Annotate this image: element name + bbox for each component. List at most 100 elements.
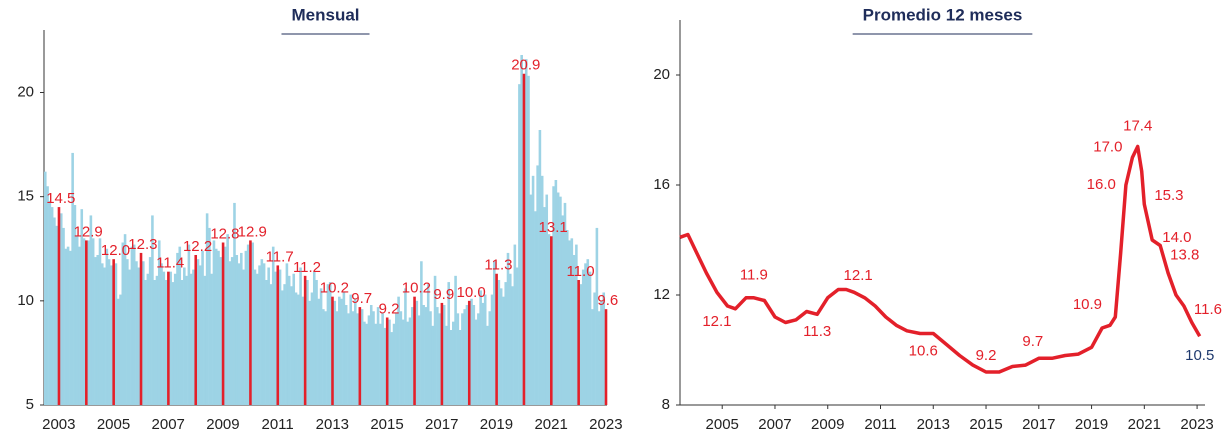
bar bbox=[335, 311, 339, 405]
bar bbox=[281, 290, 284, 405]
x-tick-label: 2007 bbox=[152, 416, 185, 433]
bar bbox=[568, 240, 571, 405]
bar bbox=[235, 255, 239, 405]
bar bbox=[322, 309, 325, 405]
bar bbox=[85, 240, 88, 405]
bar bbox=[467, 300, 471, 405]
bar bbox=[71, 152, 74, 405]
bar bbox=[201, 250, 204, 405]
bar bbox=[255, 273, 259, 405]
bar bbox=[486, 325, 489, 405]
bar bbox=[148, 257, 152, 405]
bar bbox=[356, 313, 359, 405]
bar bbox=[82, 238, 86, 405]
bar bbox=[597, 311, 601, 405]
x-tick-label: 2009 bbox=[206, 416, 239, 433]
bar bbox=[392, 323, 396, 405]
bar bbox=[157, 240, 161, 405]
bar bbox=[538, 130, 542, 405]
bar bbox=[137, 267, 141, 405]
x-tick-label: 2011 bbox=[864, 416, 896, 433]
bar bbox=[452, 321, 455, 405]
bar bbox=[44, 171, 47, 405]
bar bbox=[224, 246, 227, 405]
bar bbox=[212, 240, 216, 405]
bar bbox=[465, 305, 469, 405]
bar bbox=[410, 307, 414, 405]
bar bbox=[135, 261, 138, 405]
x-tick-label: 2023 bbox=[1180, 416, 1213, 433]
bar bbox=[173, 273, 177, 405]
x-tick-label: 2023 bbox=[589, 416, 622, 433]
bar bbox=[230, 257, 234, 405]
y-tick-label: 5 bbox=[26, 396, 34, 413]
bar bbox=[303, 275, 307, 405]
bar bbox=[55, 225, 58, 405]
bar bbox=[297, 294, 300, 405]
data-label: 20.9 bbox=[511, 57, 540, 74]
bar bbox=[214, 248, 218, 405]
bar bbox=[283, 284, 286, 405]
bar bbox=[363, 321, 366, 405]
bar bbox=[490, 294, 494, 405]
data-label: 14.5 bbox=[46, 190, 75, 207]
bar bbox=[502, 296, 505, 405]
data-label: 11.7 bbox=[266, 248, 294, 265]
bar bbox=[454, 275, 457, 405]
bar bbox=[132, 244, 136, 405]
x-tick-label: 2005 bbox=[706, 416, 739, 433]
bar bbox=[73, 205, 77, 405]
bar bbox=[499, 288, 503, 405]
bar bbox=[388, 319, 391, 405]
bar bbox=[545, 194, 549, 405]
bar bbox=[94, 257, 97, 405]
bar bbox=[408, 317, 412, 405]
bar bbox=[442, 305, 446, 405]
bar bbox=[139, 252, 143, 405]
bar bbox=[210, 273, 213, 405]
bar bbox=[472, 305, 476, 405]
bar bbox=[518, 84, 521, 406]
bar bbox=[167, 271, 170, 405]
bar bbox=[333, 300, 337, 405]
bar bbox=[527, 75, 530, 405]
x-tick-label: 2015 bbox=[969, 416, 1002, 433]
bar bbox=[62, 227, 65, 405]
bar bbox=[169, 271, 172, 405]
bar bbox=[461, 313, 464, 405]
bar bbox=[265, 280, 268, 405]
bar bbox=[78, 246, 81, 405]
bar bbox=[349, 294, 353, 405]
bar bbox=[383, 327, 387, 405]
bar bbox=[237, 263, 241, 405]
x-tick-label: 2019 bbox=[1075, 416, 1108, 433]
bar bbox=[561, 215, 564, 405]
bar bbox=[221, 242, 225, 405]
bar bbox=[100, 263, 104, 405]
x-tick-label: 2009 bbox=[811, 416, 844, 433]
bar bbox=[219, 257, 223, 405]
data-label: 13.1 bbox=[539, 219, 568, 236]
bar bbox=[203, 275, 207, 405]
bar bbox=[249, 240, 252, 405]
bar bbox=[112, 259, 115, 405]
data-label: 11.3 bbox=[484, 257, 512, 274]
bar bbox=[126, 259, 129, 405]
bar bbox=[107, 259, 111, 405]
bar bbox=[602, 292, 606, 405]
bar bbox=[577, 280, 580, 405]
y-tick-label: 12 bbox=[653, 286, 670, 303]
bar bbox=[367, 315, 371, 405]
bar bbox=[176, 252, 179, 405]
bar bbox=[376, 307, 380, 405]
x-tick-label: 2015 bbox=[370, 416, 403, 433]
bar bbox=[331, 296, 334, 405]
bar bbox=[80, 209, 84, 405]
bar bbox=[260, 259, 264, 405]
bar bbox=[374, 323, 378, 405]
data-label: 16.0 bbox=[1087, 176, 1116, 193]
bar bbox=[365, 323, 368, 405]
bar bbox=[183, 267, 186, 405]
bar bbox=[379, 323, 382, 405]
bar bbox=[579, 284, 583, 405]
